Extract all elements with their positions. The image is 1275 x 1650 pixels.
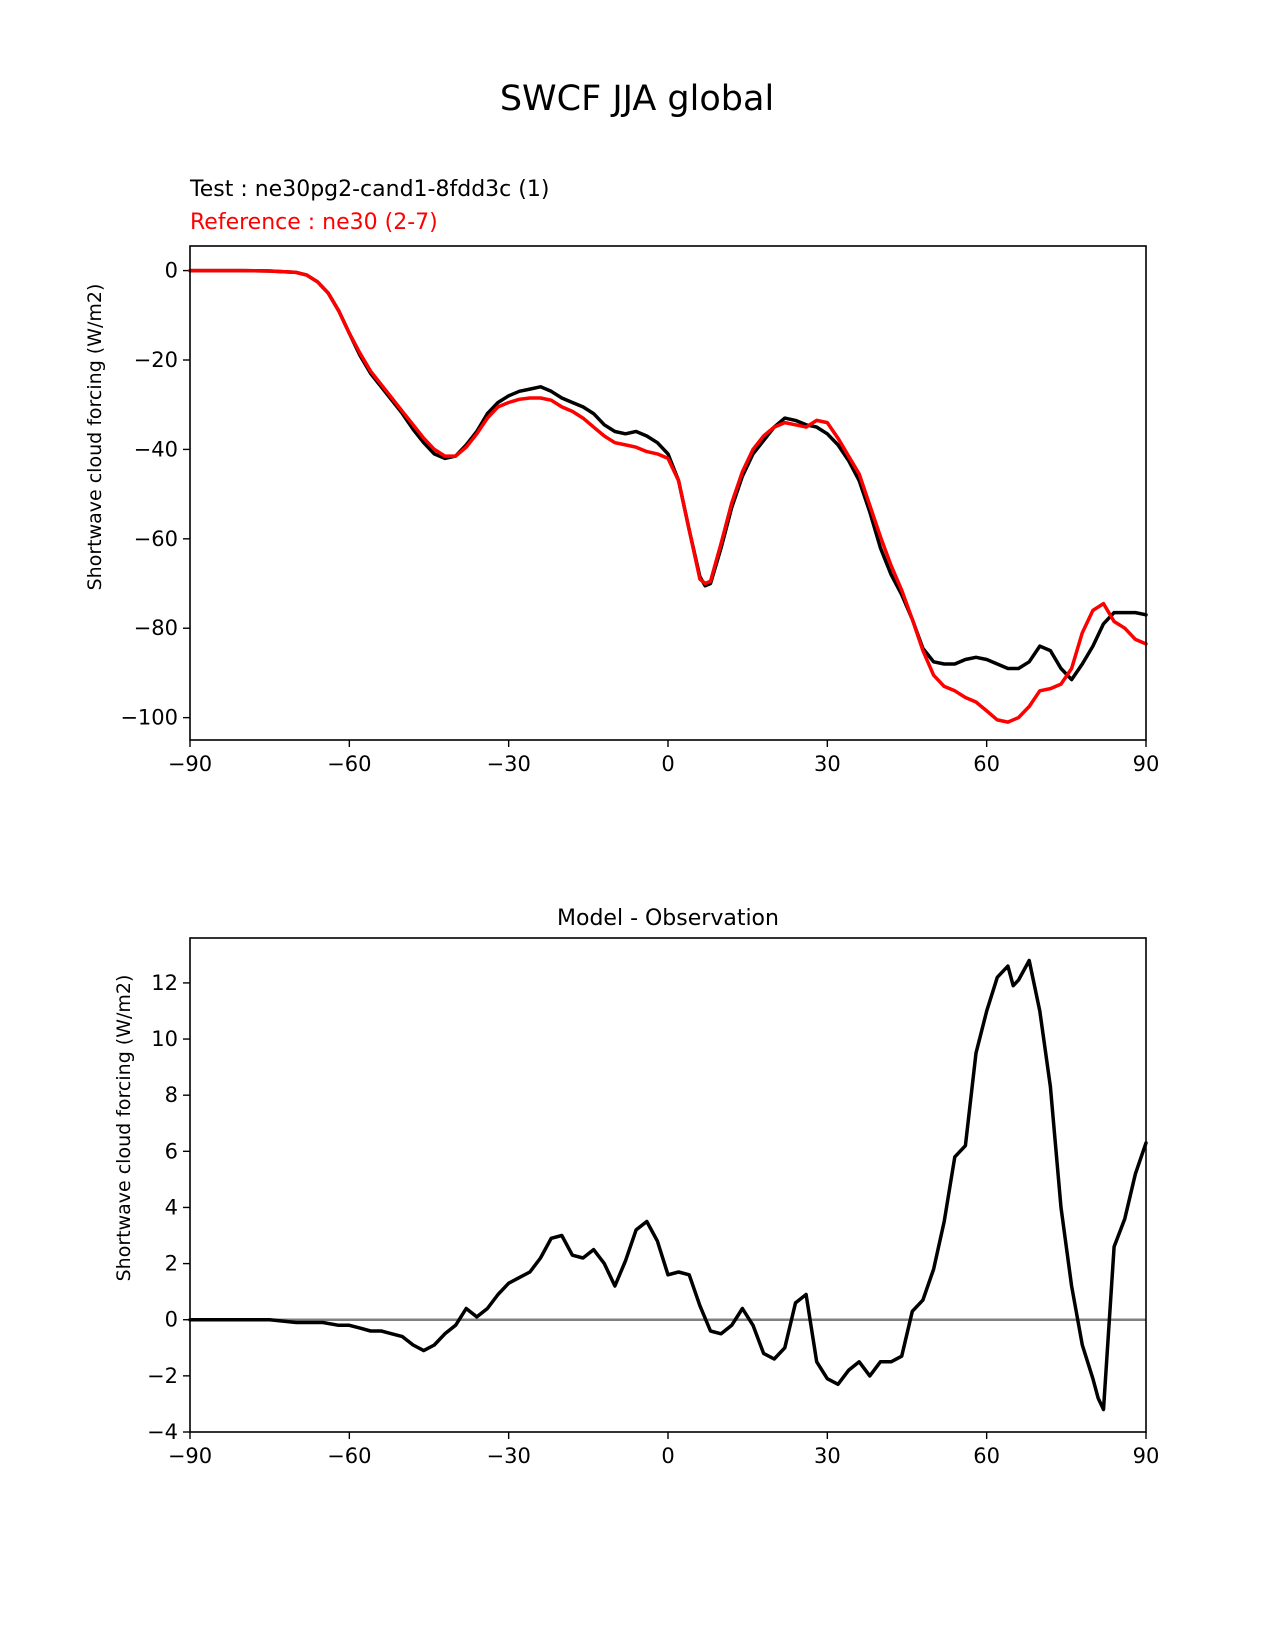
top-x-tick-label: 30 (814, 752, 841, 776)
bottom-y-tick-label: 2 (165, 1252, 178, 1276)
bottom-x-ticks: −90 −60 −30 0 30 60 90 (168, 1432, 1160, 1468)
bottom-title: Model - Observation (557, 906, 779, 931)
bottom-y-tick-label: 0 (165, 1308, 178, 1332)
test-label: Test : ne30pg2-cand1-8fdd3c (1) (189, 177, 549, 202)
bottom-y-ticks: −4 −2 0 2 4 6 8 10 12 (147, 971, 190, 1444)
bottom-y-tick-label: 8 (165, 1083, 178, 1107)
bottom-x-tick-label: 0 (661, 1444, 674, 1468)
bottom-panel: Model - Observation Shortwave cloud forc… (113, 906, 1159, 1468)
bottom-x-tick-label: −30 (487, 1444, 531, 1468)
bottom-plot-frame (189, 937, 1147, 1433)
bottom-y-tick-label: −4 (147, 1420, 178, 1444)
top-y-tick-label: −80 (134, 616, 178, 640)
bottom-x-tick-label: −60 (327, 1444, 371, 1468)
top-x-tick-label: −90 (168, 752, 212, 776)
top-plot-lines (188, 268, 1148, 724)
top-x-ticks: −90 −60 −30 0 30 60 90 (168, 740, 1160, 776)
top-y-tick-label: −20 (134, 348, 178, 372)
bottom-x-tick-label: 30 (814, 1444, 841, 1468)
top-y-tick-label: −40 (134, 437, 178, 461)
top-series-test (188, 268, 1148, 682)
top-y-axis-label: Shortwave cloud forcing (W/m2) (84, 284, 106, 591)
bottom-y-tick-label: −2 (147, 1364, 178, 1388)
bottom-x-tick-label: −90 (168, 1444, 212, 1468)
top-x-tick-label: −60 (327, 752, 371, 776)
bottom-plot-lines (188, 958, 1148, 1412)
bottom-y-tick-label: 12 (151, 971, 178, 995)
top-series-reference (188, 268, 1148, 724)
top-x-tick-label: 90 (1133, 752, 1160, 776)
top-x-tick-label: −30 (487, 752, 531, 776)
top-panel: Test : ne30pg2-cand1-8fdd3c (1) Referenc… (84, 177, 1159, 776)
bottom-y-tick-label: 6 (165, 1139, 178, 1163)
top-plot-frame (189, 245, 1147, 741)
bottom-y-tick-label: 4 (165, 1195, 178, 1219)
bottom-series-model-observation (188, 958, 1148, 1412)
top-x-tick-label: 0 (661, 752, 674, 776)
bottom-x-tick-label: 90 (1133, 1444, 1160, 1468)
top-x-tick-label: 60 (973, 752, 1000, 776)
bottom-x-tick-label: 60 (973, 1444, 1000, 1468)
bottom-y-tick-label: 10 (151, 1027, 178, 1051)
top-y-tick-label: −60 (134, 527, 178, 551)
figure-title: SWCF JJA global (500, 79, 774, 119)
top-y-tick-label: 0 (165, 259, 178, 283)
top-y-tick-label: −100 (120, 706, 178, 730)
bottom-y-axis-label: Shortwave cloud forcing (W/m2) (113, 975, 135, 1282)
reference-label: Reference : ne30 (2-7) (190, 210, 438, 235)
top-y-ticks: 0 −20 −40 −60 −80 −100 (120, 259, 190, 730)
